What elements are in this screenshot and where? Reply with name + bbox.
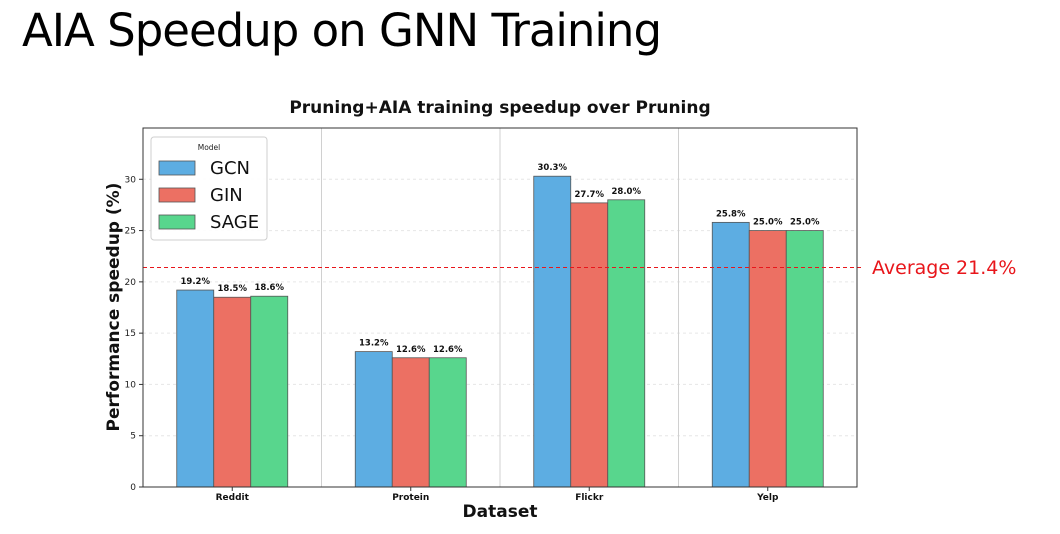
- bar-gin: [213, 296, 252, 488]
- y-axis: 0 5 10 15 20 25 30: [125, 175, 143, 493]
- y-tick-label: 0: [130, 483, 136, 493]
- y-axis-label: Performance speedup (%): [104, 183, 124, 432]
- bar-sage: [607, 199, 646, 488]
- bar-gin: [570, 202, 609, 488]
- legend-label-gcn: GCN: [210, 158, 250, 179]
- data-label: 13.2%: [359, 339, 389, 349]
- x-tick-label: Reddit: [216, 493, 250, 503]
- legend: Model GCN GIN SAGE: [150, 136, 268, 241]
- chart-title: Pruning+AIA training speedup over Prunin…: [289, 98, 710, 118]
- x-tick-label: Flickr: [575, 493, 604, 503]
- data-label: 19.2%: [181, 277, 211, 287]
- data-label: 12.6%: [433, 345, 463, 355]
- legend-swatch-gcn: [158, 160, 196, 176]
- data-label: 18.5%: [218, 284, 248, 294]
- bar-gin: [391, 357, 430, 488]
- x-tick-label: Yelp: [756, 493, 779, 503]
- x-axis: Reddit Protein Flickr Yelp: [216, 487, 779, 503]
- bar-sage: [428, 357, 467, 488]
- legend-swatch-sage: [158, 214, 196, 230]
- data-label: 12.6%: [396, 345, 426, 355]
- x-tick-label: Protein: [392, 493, 429, 503]
- data-label: 25.8%: [716, 209, 746, 219]
- x-axis-label: Dataset: [463, 502, 538, 522]
- bar-gcn: [711, 221, 750, 488]
- bar-gcn: [533, 175, 572, 488]
- data-label: 30.3%: [538, 163, 568, 173]
- data-label: 27.7%: [575, 190, 605, 200]
- plot-frame: [142, 127, 858, 488]
- bar-sage: [785, 230, 824, 488]
- bar-sage: [250, 295, 289, 488]
- y-tick-label: 30: [125, 175, 137, 185]
- legend-label-gin: GIN: [210, 185, 243, 206]
- bar-gcn: [354, 351, 393, 488]
- bar-gcn: [176, 289, 215, 488]
- y-tick-label: 5: [130, 432, 136, 442]
- data-label: 25.0%: [790, 218, 820, 228]
- average-label: Average 21.4%: [872, 257, 1017, 279]
- y-tick-label: 25: [125, 227, 136, 237]
- bars-layer: 19.2% 18.5% 18.6% 13.2% 12.6% 12.6% 30.3% 27.7%…: [176, 163, 824, 488]
- bar-gin: [748, 230, 787, 488]
- data-label: 28.0%: [612, 187, 642, 197]
- data-label: 18.6%: [255, 283, 285, 293]
- slide-title: AIA Speedup on GNN Training: [22, 4, 662, 57]
- y-tick-label: 15: [125, 329, 136, 339]
- data-label: 25.0%: [753, 218, 783, 228]
- y-tick-label: 10: [125, 380, 137, 390]
- legend-label-sage: SAGE: [210, 212, 259, 233]
- y-tick-label: 20: [125, 278, 137, 288]
- legend-title: Model: [198, 143, 221, 152]
- legend-swatch-gin: [158, 187, 196, 203]
